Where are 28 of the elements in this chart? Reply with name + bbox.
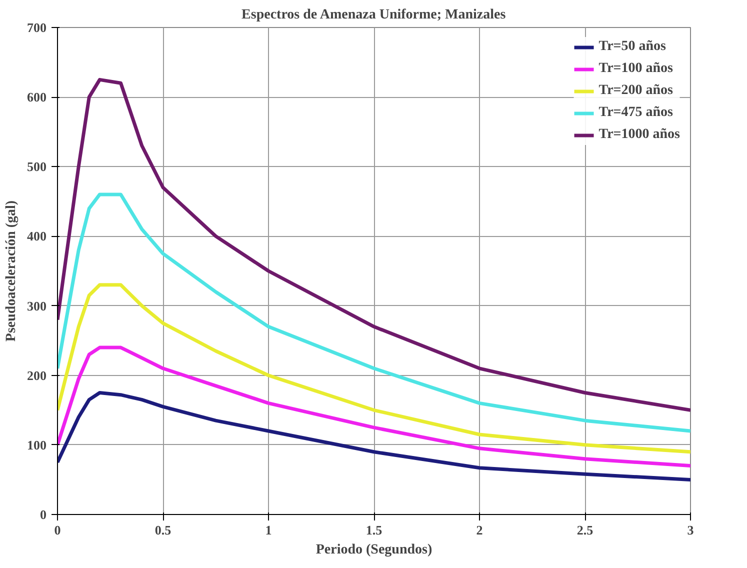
y-tick-label: 100: [27, 437, 46, 452]
line-series: [58, 283, 690, 454]
y-tick-label: 300: [27, 298, 46, 314]
y-tick-label: 600: [27, 90, 46, 105]
y-tick-label: 700: [27, 20, 46, 35]
x-tick-label: 2: [476, 522, 483, 538]
x-tick-label: 1.5: [366, 522, 383, 538]
y-tick-label: 0: [40, 507, 46, 522]
y-tick-label: 400: [27, 228, 46, 244]
legend-label: Tr=50 años: [598, 39, 666, 55]
x-tick-label: 1: [265, 522, 272, 538]
x-axis-title: Periodo (Segundos): [316, 542, 432, 558]
x-tick-label: 3: [687, 522, 694, 538]
legend-label: Tr=1000 años: [598, 127, 680, 143]
x-tick-label: 0.5: [154, 522, 172, 538]
line-series: [58, 192, 690, 433]
line-series: [58, 346, 690, 468]
chart-title: Espectros de Amenaza Uniforme; Manizales: [242, 8, 506, 22]
legend-label: Tr=200 años: [598, 83, 673, 99]
y-tick-label: 500: [27, 159, 46, 174]
y-axis-title: Pseudoaceleración (gal): [4, 200, 19, 342]
line-series: [58, 78, 690, 412]
legend-label: Tr=475 años: [598, 105, 673, 121]
legend-label: Tr=100 años: [598, 61, 673, 77]
x-tick-label: 2.5: [576, 522, 594, 538]
x-tick-label: 0: [54, 522, 61, 538]
line-series: [58, 391, 690, 482]
y-tick-label: 200: [27, 368, 46, 383]
